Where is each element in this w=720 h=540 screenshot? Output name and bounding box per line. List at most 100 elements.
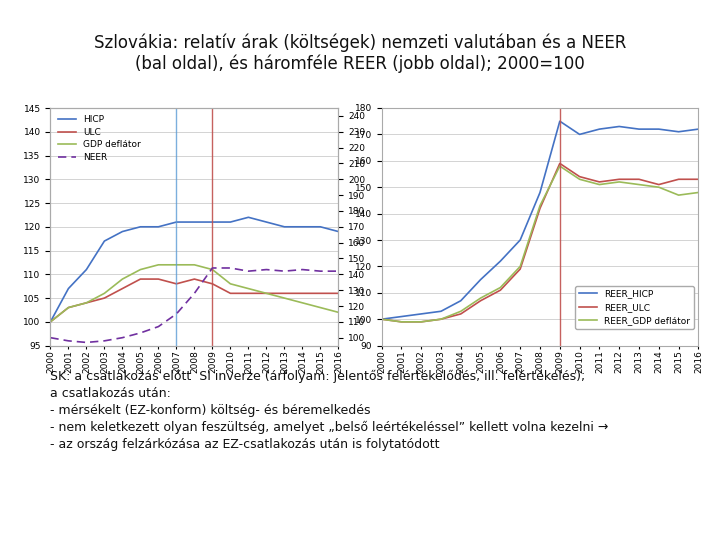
ULC <box>136 276 145 282</box>
NEER <box>262 266 271 273</box>
REER_ULC <box>674 176 683 183</box>
ULC <box>244 290 253 296</box>
NEER <box>208 265 217 271</box>
REER_ULC <box>456 310 465 317</box>
NEER <box>280 268 289 274</box>
REER_ULC <box>635 176 644 183</box>
ULC <box>208 281 217 287</box>
REER_GDP deflátor <box>595 181 604 188</box>
Line: ULC: ULC <box>50 279 338 322</box>
GDP deflátor <box>172 261 181 268</box>
REER_ULC <box>516 266 524 272</box>
HICP <box>190 219 199 225</box>
GDP deflátor <box>100 290 109 296</box>
GDP deflátor <box>298 300 307 306</box>
REER_ULC <box>496 287 505 293</box>
REER_ULC <box>377 316 386 322</box>
NEER <box>316 268 325 274</box>
Text: Szlovákia: relatív árak (költségek) nemzeti valutában és a NEER
(bal oldal), és : Szlovákia: relatív árak (költségek) nemz… <box>94 33 626 73</box>
REER_GDP deflátor <box>516 263 524 269</box>
GDP deflátor <box>244 285 253 292</box>
NEER <box>244 268 253 274</box>
NEER <box>118 334 127 341</box>
GDP deflátor <box>190 261 199 268</box>
REER_GDP deflátor <box>694 189 703 195</box>
ULC <box>316 290 325 296</box>
REER_ULC <box>654 181 663 188</box>
REER_HICP <box>496 258 505 265</box>
GDP deflátor <box>64 305 73 311</box>
HICP <box>334 228 343 235</box>
ULC <box>280 290 289 296</box>
GDP deflátor <box>208 266 217 273</box>
REER_GDP deflátor <box>556 163 564 170</box>
NEER <box>226 265 235 271</box>
REER_ULC <box>595 179 604 185</box>
GDP deflátor <box>136 266 145 273</box>
REER_HICP <box>654 126 663 132</box>
NEER <box>190 290 199 296</box>
HICP <box>208 219 217 225</box>
GDP deflátor <box>226 281 235 287</box>
HICP <box>280 224 289 230</box>
REER_GDP deflátor <box>575 176 584 183</box>
HICP <box>262 219 271 225</box>
HICP <box>64 285 73 292</box>
REER_ULC <box>694 176 703 183</box>
Text: SK: a csatlakozás előtt  SI inverze (árfolyam: jelentős felértékelődés, ill. fel: SK: a csatlakozás előtt SI inverze (árfo… <box>50 370 609 451</box>
REER_GDP deflátor <box>476 295 485 301</box>
ULC <box>46 319 55 325</box>
NEER <box>154 323 163 330</box>
Line: NEER: NEER <box>50 268 338 342</box>
HICP <box>154 224 163 230</box>
HICP <box>46 319 55 325</box>
REER_ULC <box>575 173 584 180</box>
REER_ULC <box>536 205 544 212</box>
NEER <box>46 334 55 341</box>
ULC <box>298 290 307 296</box>
ULC <box>100 295 109 301</box>
GDP deflátor <box>46 319 55 325</box>
GDP deflátor <box>316 305 325 311</box>
REER_HICP <box>516 237 524 243</box>
REER_GDP deflátor <box>496 284 505 291</box>
ULC <box>334 290 343 296</box>
REER_HICP <box>417 310 426 317</box>
REER_ULC <box>476 298 485 304</box>
ULC <box>82 300 91 306</box>
REER_HICP <box>575 131 584 138</box>
HICP <box>136 224 145 230</box>
Line: REER_ULC: REER_ULC <box>382 164 698 322</box>
HICP <box>100 238 109 244</box>
REER_GDP deflátor <box>615 179 624 185</box>
REER_HICP <box>615 123 624 130</box>
REER_GDP deflátor <box>397 319 406 325</box>
Legend: HICP, ULC, GDP deflátor, NEER: HICP, ULC, GDP deflátor, NEER <box>55 112 143 165</box>
REER_HICP <box>536 189 544 195</box>
ULC <box>64 305 73 311</box>
REER_HICP <box>595 126 604 132</box>
REER_GDP deflátor <box>417 319 426 325</box>
REER_ULC <box>417 319 426 325</box>
ULC <box>118 285 127 292</box>
GDP deflátor <box>280 295 289 301</box>
REER_GDP deflátor <box>654 184 663 191</box>
REER_GDP deflátor <box>674 192 683 198</box>
HICP <box>172 219 181 225</box>
ULC <box>172 281 181 287</box>
REER_HICP <box>377 316 386 322</box>
NEER <box>334 268 343 274</box>
REER_HICP <box>397 313 406 320</box>
REER_GDP deflátor <box>635 181 644 188</box>
REER_HICP <box>436 308 445 314</box>
HICP <box>118 228 127 235</box>
NEER <box>172 310 181 317</box>
GDP deflátor <box>334 309 343 315</box>
HICP <box>82 266 91 273</box>
ULC <box>226 290 235 296</box>
ULC <box>154 276 163 282</box>
REER_ULC <box>556 160 564 167</box>
REER_GDP deflátor <box>536 202 544 209</box>
GDP deflátor <box>262 290 271 296</box>
REER_HICP <box>635 126 644 132</box>
